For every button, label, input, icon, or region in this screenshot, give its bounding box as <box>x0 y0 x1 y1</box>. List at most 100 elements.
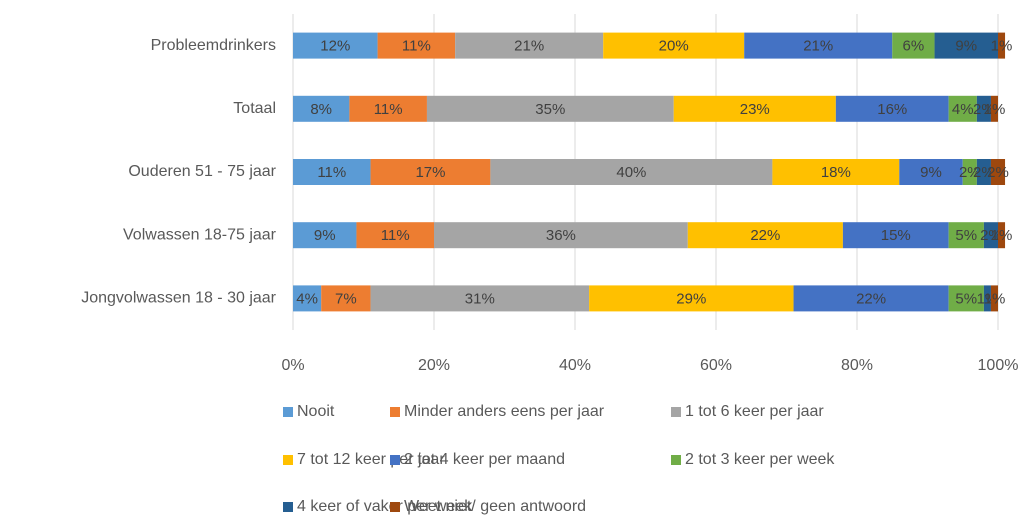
bar-segment <box>293 95 350 122</box>
value-label: 2% <box>973 101 995 118</box>
bar-segment <box>744 32 893 59</box>
legend-swatch <box>671 455 681 465</box>
bar-segment <box>793 285 949 312</box>
value-label: 22% <box>750 227 780 244</box>
value-label: 21% <box>514 38 544 55</box>
bar-segment <box>377 32 456 59</box>
value-label: 4% <box>296 290 318 307</box>
value-label: 5% <box>955 290 977 307</box>
y-tick-label: Volwassen 18-75 jaar <box>123 226 277 243</box>
bar-segment <box>998 32 1006 59</box>
bar-segment <box>948 95 977 122</box>
value-label: 23% <box>740 101 770 118</box>
bar-segment <box>603 32 745 59</box>
bar-segment <box>589 285 794 312</box>
value-label: 22% <box>856 290 886 307</box>
y-tick-label: Probleemdrinkers <box>151 37 276 54</box>
value-label: 20% <box>659 38 689 55</box>
bar-segment <box>899 159 963 185</box>
value-label: 1% <box>984 290 1006 307</box>
value-label: 18% <box>821 164 851 181</box>
value-label: 6% <box>903 38 925 55</box>
bar-segment <box>293 222 357 249</box>
legend-swatch <box>390 407 400 417</box>
x-tick-label: 100% <box>978 357 1019 374</box>
bar-segment <box>293 159 371 185</box>
legend-label: 4 keer of vaker per week <box>297 498 473 515</box>
bar-segment <box>490 159 773 185</box>
bar-segment <box>983 285 991 312</box>
value-label: 35% <box>535 101 565 118</box>
value-label: 29% <box>676 290 706 307</box>
bar-segment <box>349 95 427 122</box>
x-tick-label: 80% <box>841 357 873 374</box>
value-label: 8% <box>310 101 332 118</box>
value-label: 7% <box>335 290 357 307</box>
bar-segment <box>835 95 949 122</box>
value-label: 17% <box>415 164 445 181</box>
y-tick-label: Ouderen 51 - 75 jaar <box>128 163 276 180</box>
value-label: 1% <box>984 101 1006 118</box>
bar-segment <box>673 95 836 122</box>
value-label: 11% <box>317 164 346 181</box>
legend-swatch <box>390 455 400 465</box>
bar-segment <box>842 222 949 249</box>
value-label: 36% <box>546 227 576 244</box>
value-label: 1% <box>991 38 1013 55</box>
value-label: 2% <box>980 227 1002 244</box>
bar-segment <box>990 159 1006 185</box>
bar-segment <box>293 285 322 312</box>
bar-segment <box>892 32 935 59</box>
value-label: 12% <box>320 38 350 55</box>
value-label: 11% <box>374 101 403 118</box>
y-tick-label: Jongvolwassen 18 - 30 jaar <box>81 290 276 307</box>
value-label: 11% <box>402 38 431 55</box>
x-tick-label: 60% <box>700 357 732 374</box>
legend-label: 1 tot 6 keer per jaar <box>685 403 824 420</box>
bar-segment <box>990 285 998 312</box>
bar-segment <box>321 285 371 312</box>
value-label: 15% <box>881 227 911 244</box>
value-label: 2% <box>973 164 995 181</box>
legend-label: Nooit <box>297 403 335 420</box>
bar-segment <box>426 95 674 122</box>
legend-swatch <box>671 407 681 417</box>
bar-segment <box>772 159 900 185</box>
x-tick-label: 40% <box>559 357 591 374</box>
legend-label: 7 tot 12 keer per jaar <box>297 451 445 468</box>
x-tick-label: 0% <box>281 357 304 374</box>
legend-swatch <box>283 502 293 512</box>
legend-label: Minder anders eens per jaar <box>404 403 605 420</box>
legend-label: Weet niet/ geen antwoord <box>404 498 586 515</box>
legend-swatch <box>390 502 400 512</box>
bar-segment <box>434 222 688 249</box>
value-label: 2% <box>987 164 1009 181</box>
bar-segment <box>687 222 843 249</box>
value-label: 21% <box>803 38 833 55</box>
bar-segment <box>370 285 590 312</box>
legend-label: 2 tot 3 keer per week <box>685 451 835 468</box>
x-tick-label: 20% <box>418 357 450 374</box>
bar-segment <box>990 95 998 122</box>
value-label: 11% <box>381 227 410 244</box>
legend-swatch <box>283 407 293 417</box>
value-label: 9% <box>920 164 942 181</box>
value-label: 16% <box>877 101 907 118</box>
value-label: 31% <box>465 290 495 307</box>
value-label: 1% <box>991 227 1013 244</box>
value-label: 5% <box>955 227 977 244</box>
bar-segment <box>293 32 378 59</box>
value-label: 2% <box>959 164 981 181</box>
value-label: 9% <box>955 38 977 55</box>
bar-segment <box>356 222 434 249</box>
bar-segment <box>983 222 998 249</box>
y-tick-label: Totaal <box>233 100 276 117</box>
bar-segment <box>948 285 984 312</box>
legend-label: 2 tot 4 keer per maand <box>404 451 565 468</box>
legend-swatch <box>283 455 293 465</box>
value-label: 4% <box>952 101 974 118</box>
bar-segment <box>948 222 984 249</box>
bar-segment <box>962 159 977 185</box>
bar-segment <box>998 222 1006 249</box>
